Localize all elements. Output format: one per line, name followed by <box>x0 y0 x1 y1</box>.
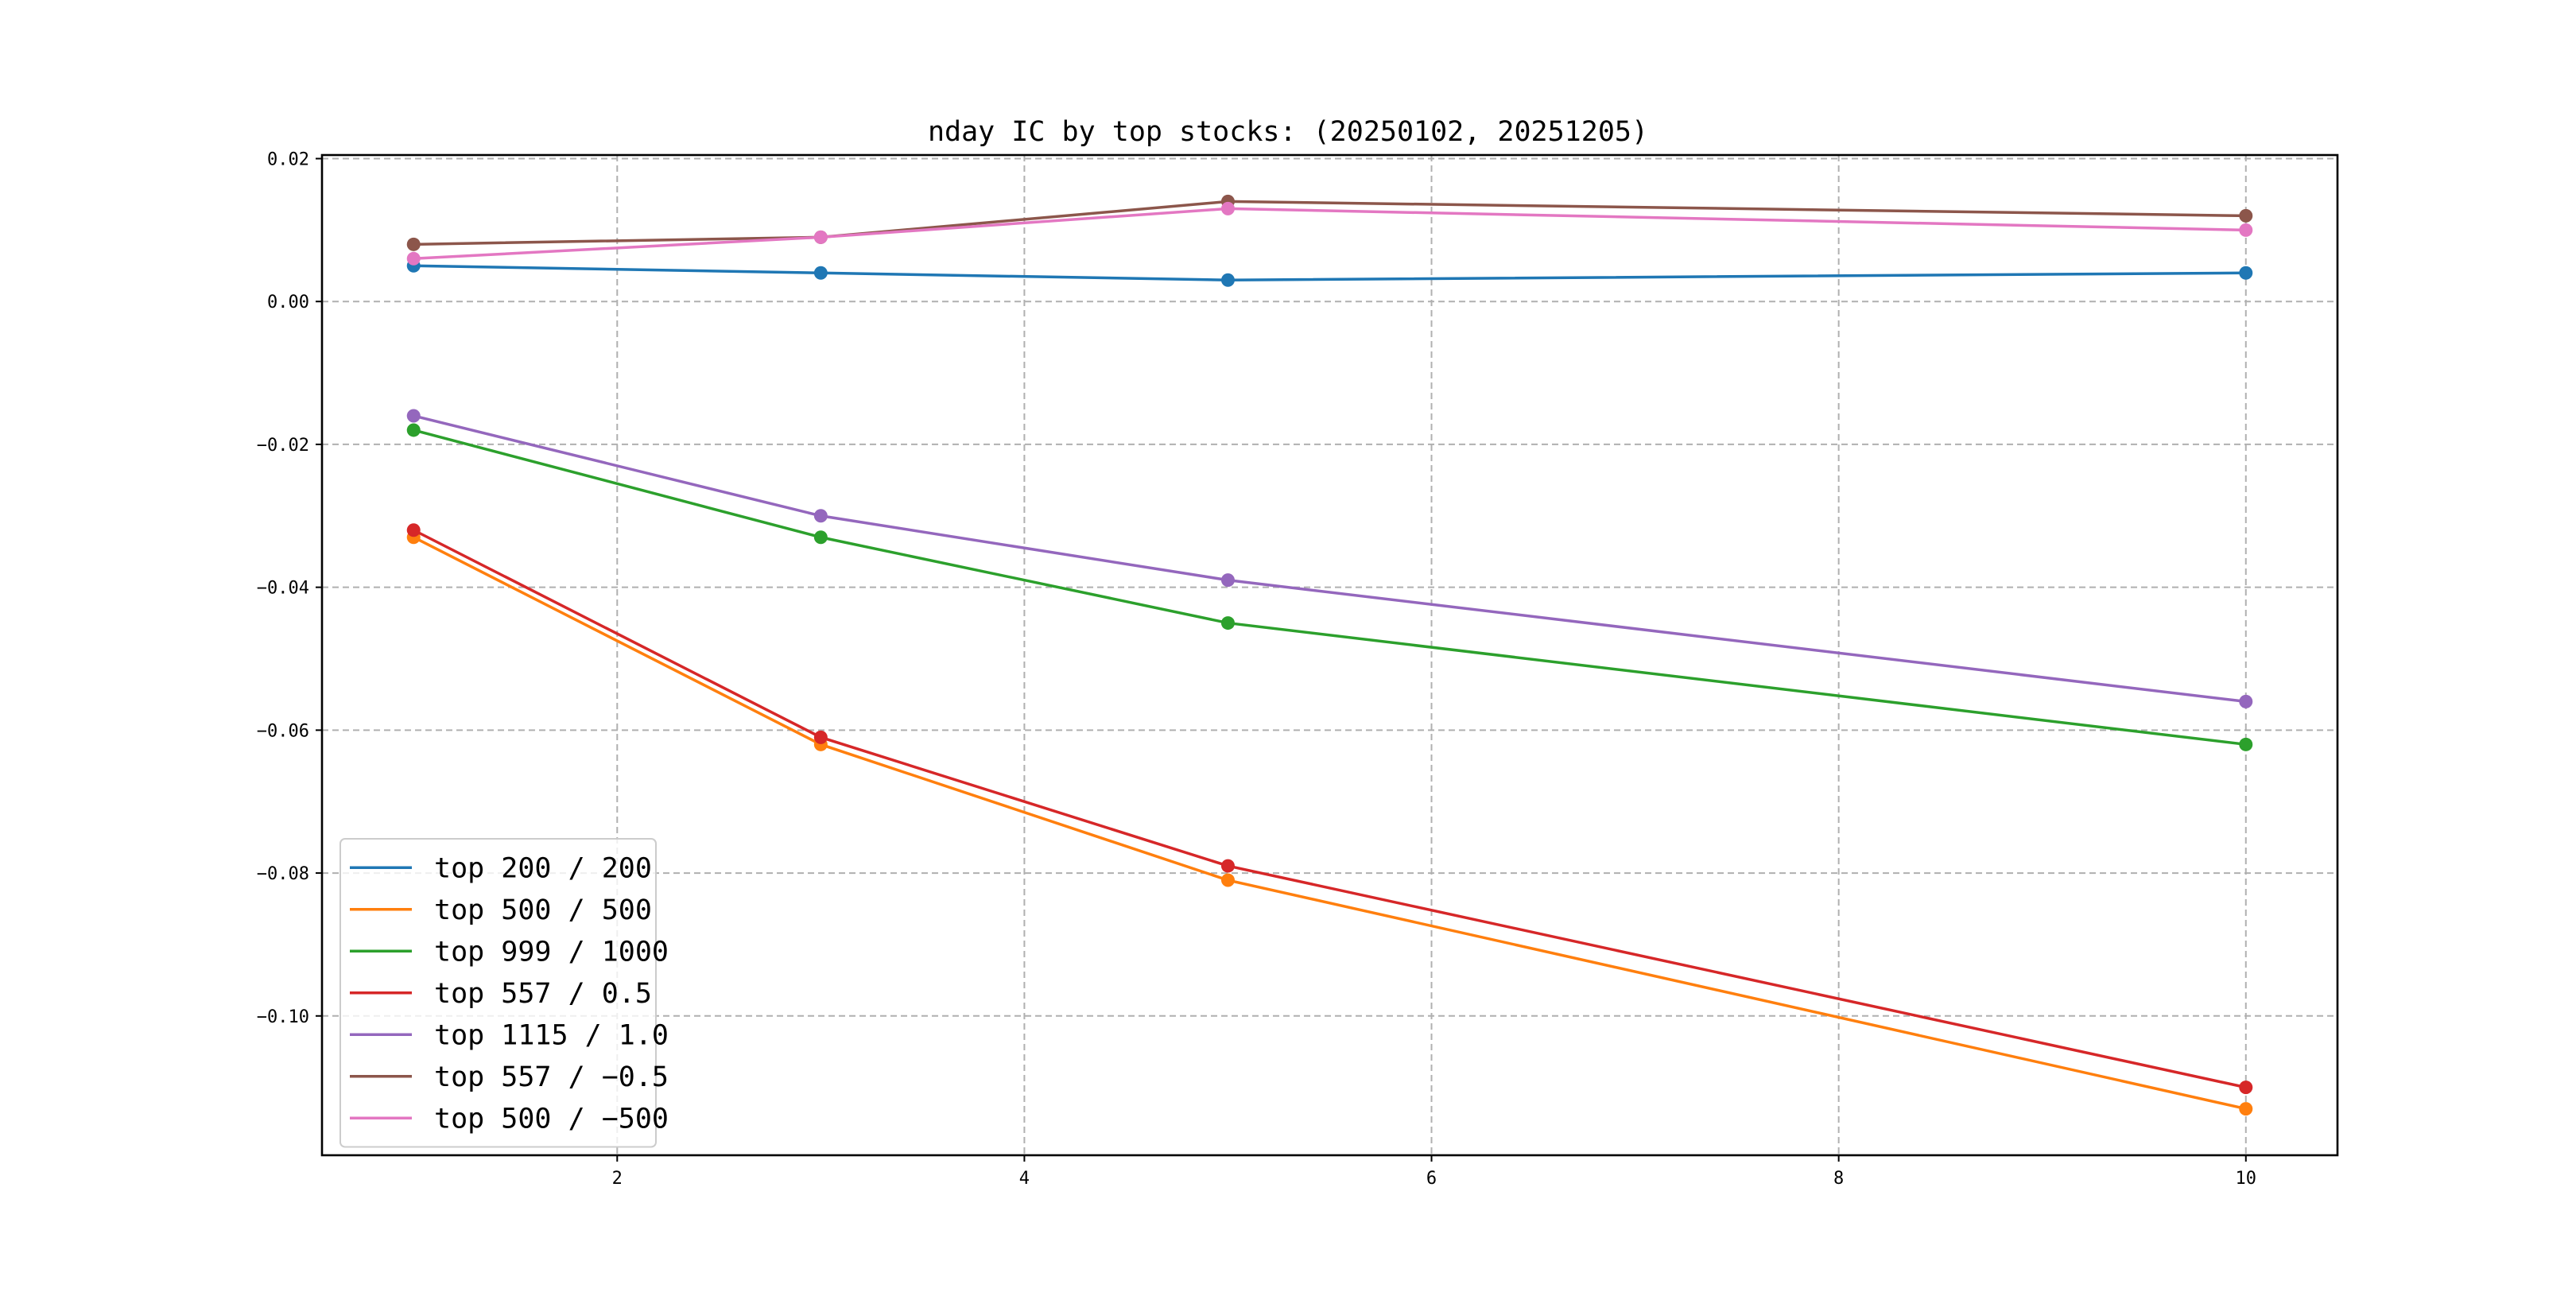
data-point <box>813 530 828 545</box>
series-line <box>413 536 2247 1111</box>
legend-label: top 1115 / 1.0 <box>434 1019 669 1051</box>
chart-title: nday IC by top stocks: (20250102, 202512… <box>928 116 1648 148</box>
legend-entry: top 500 / −500 <box>350 1103 669 1135</box>
legend-entry: top 500 / 500 <box>350 894 652 926</box>
legend: top 200 / 200 top 500 / 500 top 999 / 1000… <box>339 838 669 1148</box>
data-point <box>2239 266 2253 280</box>
data-point <box>2239 1102 2253 1116</box>
series-line <box>413 429 2246 747</box>
plot-area-frame <box>320 153 2339 1157</box>
legend-label: top 999 / 1000 <box>434 936 669 968</box>
data-point <box>1220 616 1235 630</box>
legend-label: top 500 / −500 <box>434 1103 669 1135</box>
legend-entry: top 1115 / 1.0 <box>350 1019 669 1051</box>
data-point <box>813 266 828 280</box>
data-point <box>1220 859 1235 873</box>
series <box>406 523 2253 1095</box>
series <box>406 194 2253 251</box>
legend-label: top 200 / 200 <box>434 852 652 884</box>
legend-entry: top 557 / 0.5 <box>350 978 652 1010</box>
data-point <box>2239 694 2253 708</box>
data-point <box>406 409 421 423</box>
legend-label: top 557 / −0.5 <box>434 1061 669 1093</box>
data-point <box>406 523 421 537</box>
axis-ticks: 2 4 6 8 10 0.02 0.00 −0.02 −0.04 −0.06 −0.08 −0.10 <box>257 149 2256 1189</box>
data-point <box>1220 273 1235 287</box>
series <box>406 201 2253 266</box>
data-point <box>1220 873 1235 887</box>
y-tick-label: 0.02 <box>267 149 309 169</box>
y-tick-label: 0.00 <box>267 293 309 312</box>
data-point <box>813 230 828 244</box>
series <box>406 258 2253 287</box>
y-tick-label: −0.08 <box>257 864 309 884</box>
y-tick-label: −0.10 <box>257 1007 309 1027</box>
legend-label: top 557 / 0.5 <box>434 978 652 1010</box>
data-point <box>406 423 421 437</box>
series-line <box>413 207 2246 261</box>
y-tick-label: −0.02 <box>257 436 309 456</box>
legend-box <box>339 838 657 1148</box>
x-tick-label: 6 <box>1426 1169 1437 1189</box>
legend-entry: top 999 / 1000 <box>350 936 669 968</box>
legend-entry: top 557 / −0.5 <box>350 1061 669 1093</box>
data-point <box>2239 223 2253 237</box>
data-point <box>406 237 421 251</box>
data-point <box>406 251 421 266</box>
x-tick-label: 10 <box>2236 1169 2257 1189</box>
y-tick-label: −0.06 <box>257 721 309 741</box>
data-point <box>813 730 828 744</box>
y-tick-label: −0.04 <box>257 579 309 599</box>
series-line <box>413 264 2246 282</box>
data-point <box>813 509 828 523</box>
series-layer <box>406 194 2253 1116</box>
series-line <box>413 414 2246 704</box>
data-point <box>2239 737 2253 751</box>
data-point <box>1220 201 1235 215</box>
x-tick-label: 2 <box>612 1169 623 1189</box>
x-tick-label: 4 <box>1019 1169 1030 1189</box>
grid <box>322 155 2337 1155</box>
data-point <box>2239 1081 2253 1095</box>
data-point <box>2239 208 2253 223</box>
data-point <box>1220 573 1235 588</box>
x-tick-label: 8 <box>1833 1169 1844 1189</box>
series <box>406 423 2253 751</box>
series-line <box>413 200 2246 246</box>
legend-label: top 500 / 500 <box>434 894 652 926</box>
legend-entry: top 200 / 200 <box>350 852 652 884</box>
series-line <box>413 529 2247 1089</box>
series <box>406 409 2253 708</box>
